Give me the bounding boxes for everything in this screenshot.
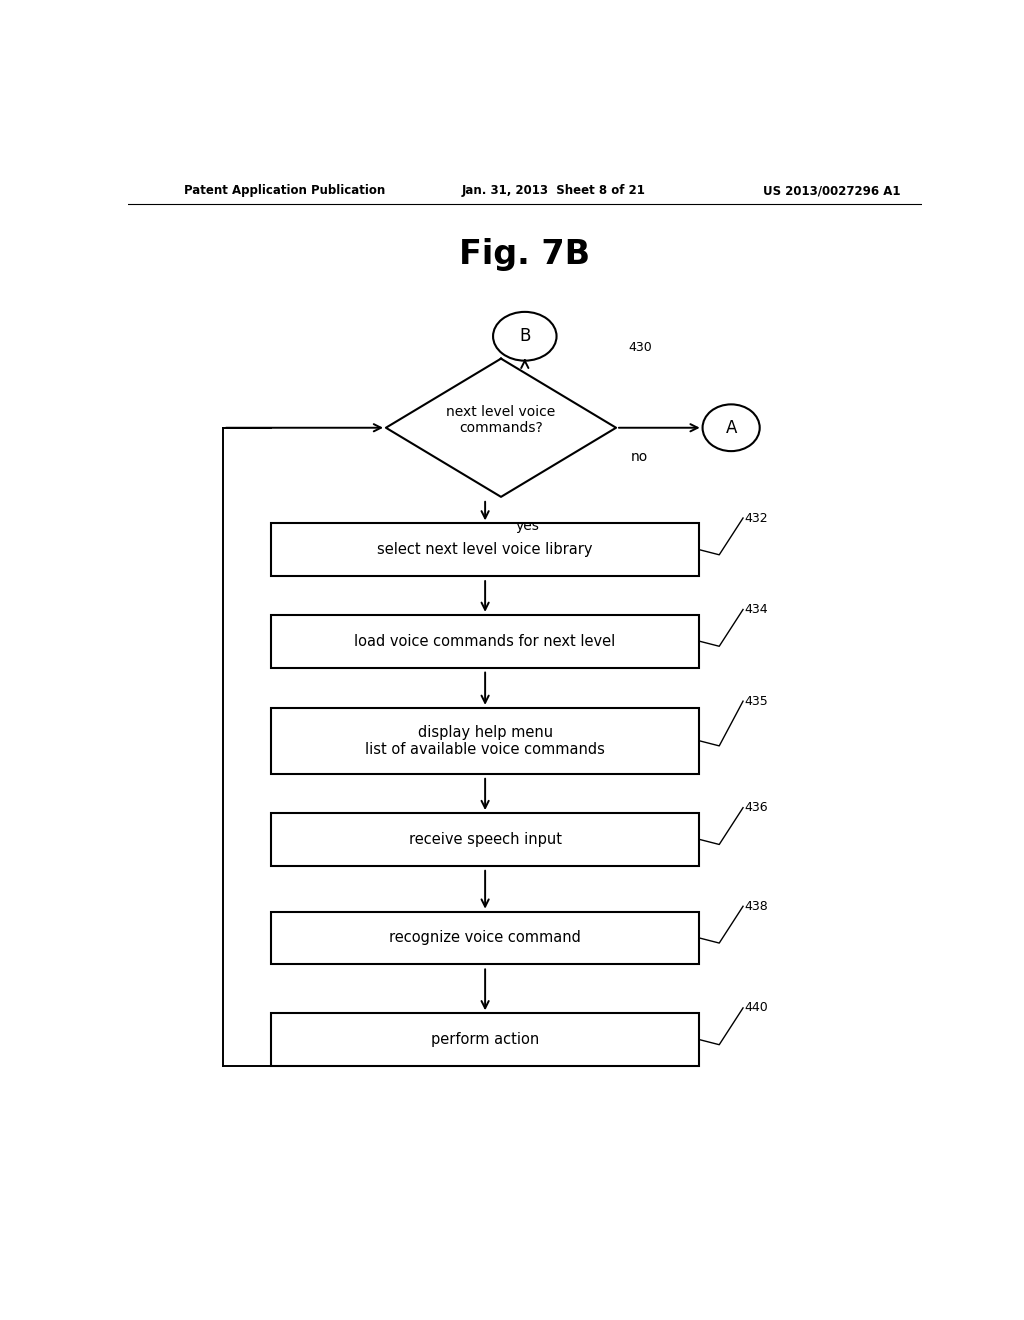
Bar bbox=[270, 708, 699, 774]
Text: Patent Application Publication: Patent Application Publication bbox=[183, 185, 385, 198]
Text: 430: 430 bbox=[628, 341, 651, 354]
Text: 436: 436 bbox=[744, 801, 768, 814]
Text: recognize voice command: recognize voice command bbox=[389, 931, 581, 945]
Text: 438: 438 bbox=[744, 900, 768, 912]
Text: A: A bbox=[725, 418, 737, 437]
Text: display help menu
list of available voice commands: display help menu list of available voic… bbox=[366, 725, 605, 756]
Text: 434: 434 bbox=[744, 603, 768, 616]
Text: B: B bbox=[519, 327, 530, 346]
Text: perform action: perform action bbox=[431, 1032, 540, 1047]
Text: yes: yes bbox=[515, 519, 540, 533]
Text: receive speech input: receive speech input bbox=[409, 832, 561, 847]
Text: Jan. 31, 2013  Sheet 8 of 21: Jan. 31, 2013 Sheet 8 of 21 bbox=[461, 185, 645, 198]
Text: next level voice
commands?: next level voice commands? bbox=[446, 404, 556, 434]
Text: select next level voice library: select next level voice library bbox=[378, 543, 593, 557]
Text: Fig. 7B: Fig. 7B bbox=[459, 239, 591, 272]
Text: US 2013/0027296 A1: US 2013/0027296 A1 bbox=[763, 185, 900, 198]
Text: load voice commands for next level: load voice commands for next level bbox=[354, 634, 615, 648]
Text: no: no bbox=[631, 450, 647, 465]
Bar bbox=[270, 1014, 699, 1067]
Text: 432: 432 bbox=[744, 512, 768, 524]
Text: 440: 440 bbox=[744, 1002, 768, 1014]
Bar bbox=[270, 912, 699, 965]
Bar bbox=[270, 813, 699, 866]
Bar bbox=[270, 523, 699, 576]
Text: 435: 435 bbox=[744, 694, 768, 708]
Bar bbox=[270, 615, 699, 668]
